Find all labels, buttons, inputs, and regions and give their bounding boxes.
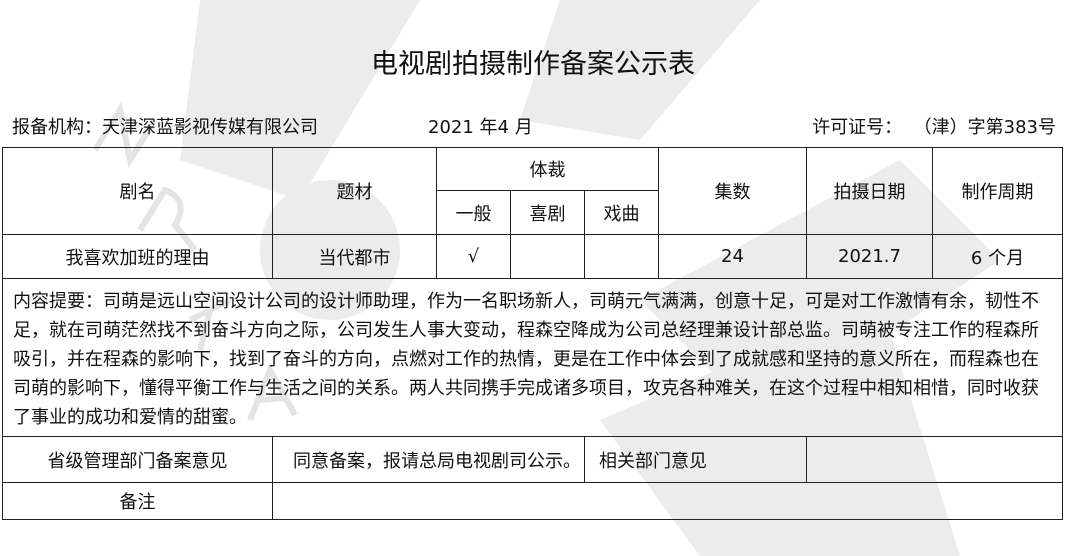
related-value: [806, 436, 1063, 483]
org-value: 天津深蓝影视传媒有限公司: [102, 117, 318, 138]
org-label: 报备机构：: [12, 117, 102, 138]
note-value: [272, 482, 1063, 520]
summary-cell: 内容提要：司萌是远山空间设计公司的设计师助理，作为一名职场新人，司萌元气满满，创…: [2, 278, 1063, 437]
org-info: 报备机构：天津深蓝影视传媒有限公司: [12, 113, 318, 139]
cell-name: 我喜欢加班的理由: [2, 234, 273, 279]
cell-genre-general: √: [436, 234, 511, 279]
provincial-label: 省级管理部门备案意见: [2, 436, 273, 483]
summary-text: 司萌是远山空间设计公司的设计师助理，作为一名职场新人，司萌元气满满，创意十足，可…: [13, 291, 1039, 428]
header-genre-comedy: 喜剧: [510, 190, 585, 235]
header-genre-opera: 戏曲: [584, 190, 659, 235]
page-title: 电视剧拍摄制作备案公示表: [371, 49, 695, 80]
license-value: （津）字第383号: [913, 117, 1056, 138]
filing-table: 剧名 题材 体裁 集数 拍摄日期 制作周期 一般 喜剧 戏曲 我喜欢加班的理由 …: [2, 147, 1063, 520]
filing-date: 2021 年4 月: [428, 117, 533, 138]
cell-genre-comedy: [510, 234, 585, 279]
summary-label: 内容提要：: [13, 291, 103, 312]
cell-genre-opera: [584, 234, 659, 279]
header-cycle: 制作周期: [932, 147, 1063, 235]
cell-cycle: 6 个月: [932, 234, 1063, 279]
header-episodes: 集数: [658, 147, 807, 235]
license-label: 许可证号：: [812, 117, 903, 138]
header-shoot-date: 拍摄日期: [806, 147, 933, 235]
table-row: 我喜欢加班的理由 当代都市 √ 24 2021.7 6 个月: [2, 234, 1063, 279]
cell-episodes: 24: [658, 234, 807, 279]
license-info: 许可证号： （津）字第383号: [812, 113, 1056, 139]
header-theme: 题材: [272, 147, 437, 235]
header-name: 剧名: [2, 147, 273, 235]
note-label: 备注: [2, 482, 273, 520]
meta-row: 报备机构：天津深蓝影视传媒有限公司 2021 年4 月 许可证号： （津）字第3…: [12, 113, 1056, 139]
related-label: 相关部门意见: [584, 436, 807, 483]
header-genre-general: 一般: [436, 190, 511, 235]
header-genre: 体裁: [436, 147, 659, 191]
cell-theme: 当代都市: [272, 234, 437, 279]
provincial-value: 同意备案，报请总局电视剧司公示。: [272, 436, 585, 483]
cell-shoot-date: 2021.7: [806, 234, 933, 279]
